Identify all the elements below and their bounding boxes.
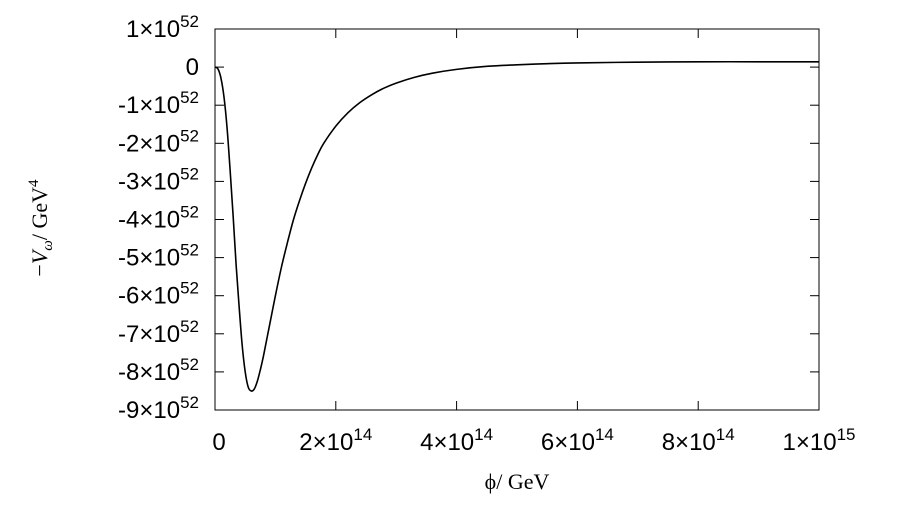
tick-mantissa: -9×10 — [118, 397, 180, 424]
tick-exponent: 14 — [353, 425, 372, 444]
y-tick-label: -8×1052 — [118, 355, 199, 386]
tick-exponent: 52 — [180, 241, 199, 260]
y-tick-label: -4×1052 — [118, 203, 199, 234]
tick-exponent: 52 — [180, 393, 199, 412]
tick-mantissa: 1×10 — [126, 16, 180, 43]
y-axis-label-v: V — [27, 248, 52, 264]
tick-exponent: 52 — [180, 203, 199, 222]
y-tick-label: -7×1052 — [118, 317, 199, 348]
tick-mantissa: -3×10 — [118, 168, 180, 195]
tick-mantissa: 2×10 — [299, 429, 353, 456]
plot-frame — [214, 28, 820, 411]
y-tick-label: -1×1052 — [118, 88, 199, 119]
tick-exponent: 52 — [180, 126, 199, 145]
tick-exponent: 52 — [180, 355, 199, 374]
tick-mantissa: 8×10 — [662, 429, 716, 456]
x-tick-label: 1×1015 — [783, 425, 856, 456]
tick-mantissa: -1×10 — [118, 92, 180, 119]
y-axis-label-minus: − — [27, 264, 52, 276]
x-axis: 0 2×1014 4×1014 6×1014 8×1014 1×1015 — [212, 29, 855, 456]
y-tick-label: -6×1052 — [118, 279, 199, 310]
y-tick-label: -9×1052 — [118, 393, 199, 424]
y-tick-label: -5×1052 — [118, 241, 199, 272]
tick-mantissa: -6×10 — [118, 283, 180, 310]
tick-exponent: 15 — [837, 425, 856, 444]
y-axis: 1×10520-1×1052-2×1052-3×1052-4×1052-5×10… — [118, 12, 819, 424]
tick-exponent: 52 — [180, 279, 199, 298]
x-tick-label: 6×1014 — [541, 425, 614, 456]
tick-exponent: 14 — [474, 425, 493, 444]
tick-mantissa: -7×10 — [118, 321, 180, 348]
x-tick-label: 0 — [212, 429, 225, 456]
tick-mantissa: -5×10 — [118, 245, 180, 272]
x-tick-label: 4×1014 — [420, 425, 493, 456]
potential-curve — [214, 60, 819, 392]
y-axis-label: −Vω/ GeV4 — [26, 179, 56, 277]
tick-mantissa: 1×10 — [783, 429, 837, 456]
tick-mantissa: -4×10 — [118, 207, 180, 234]
y-tick-label: 0 — [186, 54, 199, 81]
y-tick-label: 1×1052 — [126, 12, 199, 43]
x-tick-label: 8×1014 — [662, 425, 735, 456]
tick-exponent: 14 — [595, 425, 614, 444]
tick-mantissa: 4×10 — [420, 429, 474, 456]
y-axis-label-unit: / GeV — [27, 187, 52, 240]
tick-mantissa: -2×10 — [118, 130, 180, 157]
x-tick-label: 2×1014 — [299, 425, 372, 456]
x-axis-label: ϕ/ GeV — [485, 469, 550, 494]
y-tick-label: -2×1052 — [118, 126, 199, 157]
tick-mantissa: -8×10 — [118, 359, 180, 386]
tick-exponent: 52 — [180, 317, 199, 336]
tick-exponent: 14 — [716, 425, 735, 444]
tick-exponent: 52 — [180, 164, 199, 183]
y-tick-label: -3×1052 — [118, 164, 199, 195]
tick-exponent: 52 — [180, 88, 199, 107]
y-axis-label-sup: 4 — [26, 179, 42, 187]
tick-mantissa: 6×10 — [541, 429, 595, 456]
tick-exponent: 52 — [180, 12, 199, 31]
y-axis-label-sub: ω — [40, 240, 56, 251]
